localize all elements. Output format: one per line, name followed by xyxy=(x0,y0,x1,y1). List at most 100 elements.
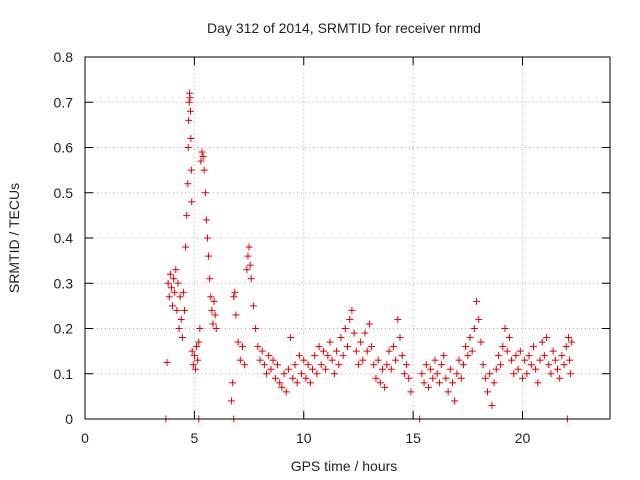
data-point xyxy=(525,352,533,360)
data-point xyxy=(534,379,542,387)
data-point xyxy=(361,329,369,337)
data-point xyxy=(295,352,303,360)
data-point xyxy=(195,338,203,346)
data-point xyxy=(165,293,173,301)
data-point xyxy=(190,352,198,360)
data-point xyxy=(198,148,206,156)
data-point xyxy=(566,356,574,364)
data-point xyxy=(400,370,408,378)
data-point xyxy=(510,370,518,378)
data-point xyxy=(396,334,404,342)
data-point xyxy=(260,361,268,369)
y-tick-label: 0 xyxy=(65,411,73,427)
data-point xyxy=(519,374,526,382)
data-point xyxy=(282,388,290,396)
data-point xyxy=(188,347,196,355)
x-tick-label: 15 xyxy=(405,430,421,446)
data-point xyxy=(197,157,205,165)
data-point xyxy=(287,334,295,342)
data-point xyxy=(175,325,183,332)
y-tick-label: 0.7 xyxy=(54,94,74,110)
data-point xyxy=(317,361,325,369)
data-point xyxy=(311,352,319,360)
y-axis-label: SRMTID / TECUs xyxy=(6,183,22,293)
data-point xyxy=(267,365,275,373)
data-point xyxy=(209,320,217,328)
data-point xyxy=(176,293,184,301)
data-point xyxy=(269,356,277,364)
data-point xyxy=(481,374,489,382)
x-tick-label: 0 xyxy=(81,430,89,446)
data-point xyxy=(280,370,288,378)
data-point xyxy=(442,374,450,382)
data-point xyxy=(207,293,215,301)
data-point xyxy=(568,338,576,346)
data-point xyxy=(247,275,255,283)
data-point xyxy=(503,347,511,355)
data-point xyxy=(234,338,242,346)
data-point xyxy=(352,347,360,355)
data-point xyxy=(385,347,393,355)
data-point xyxy=(278,383,286,391)
data-point xyxy=(365,320,373,328)
data-point xyxy=(532,365,540,373)
data-point xyxy=(379,365,386,373)
data-point xyxy=(164,279,172,287)
data-point xyxy=(187,166,195,174)
data-point xyxy=(536,356,544,364)
data-point xyxy=(440,352,448,360)
data-point xyxy=(484,388,491,396)
data-point xyxy=(466,334,474,342)
data-point xyxy=(547,370,555,378)
data-point xyxy=(212,325,220,332)
y-tick-label: 0.6 xyxy=(54,140,74,156)
data-point xyxy=(346,315,354,323)
data-point xyxy=(189,361,197,369)
data-point xyxy=(205,252,213,260)
data-point xyxy=(271,374,279,382)
data-point xyxy=(171,288,179,296)
data-point xyxy=(479,361,487,369)
data-point xyxy=(211,311,219,319)
data-point xyxy=(560,361,568,369)
data-point xyxy=(210,297,218,305)
data-point xyxy=(170,275,178,283)
data-point xyxy=(558,352,566,360)
data-point xyxy=(357,338,365,346)
data-point xyxy=(200,166,208,174)
data-point xyxy=(231,288,239,296)
data-point xyxy=(543,334,551,342)
y-tick-label: 0.4 xyxy=(54,230,74,246)
data-point xyxy=(186,107,194,115)
data-point xyxy=(562,343,570,351)
data-point xyxy=(230,293,238,301)
data-point xyxy=(322,365,330,373)
data-point xyxy=(392,356,400,364)
data-point xyxy=(457,374,465,382)
data-point xyxy=(172,266,180,274)
data-point xyxy=(184,180,192,188)
data-point xyxy=(185,98,193,106)
data-point xyxy=(499,343,507,351)
axis-ticks: 0 0.1 0.2 0.3 0.4 0.5 0.6 0.7 0.8 0 5 10 15 20 xyxy=(54,49,610,446)
data-point xyxy=(427,365,435,373)
data-point xyxy=(387,365,395,373)
data-point xyxy=(185,116,193,124)
data-point xyxy=(244,252,252,260)
data-point xyxy=(177,315,185,323)
data-point xyxy=(370,361,378,369)
data-point xyxy=(368,343,376,351)
data-point xyxy=(330,370,338,378)
data-point xyxy=(315,343,323,351)
y-tick-label: 0.5 xyxy=(54,185,74,201)
data-point xyxy=(201,189,209,197)
data-point xyxy=(276,379,284,387)
x-tick-label: 10 xyxy=(296,430,312,446)
data-point xyxy=(350,329,358,337)
data-point xyxy=(374,356,382,364)
data-point xyxy=(184,144,192,151)
data-points xyxy=(162,89,576,423)
data-point xyxy=(182,243,190,251)
data-point xyxy=(420,379,428,387)
